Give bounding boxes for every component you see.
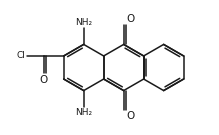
Text: NH₂: NH₂: [75, 108, 92, 117]
Text: O: O: [127, 111, 135, 121]
Text: O: O: [127, 14, 135, 24]
Text: O: O: [39, 75, 48, 85]
Text: Cl: Cl: [16, 51, 25, 60]
Text: NH₂: NH₂: [75, 18, 92, 27]
